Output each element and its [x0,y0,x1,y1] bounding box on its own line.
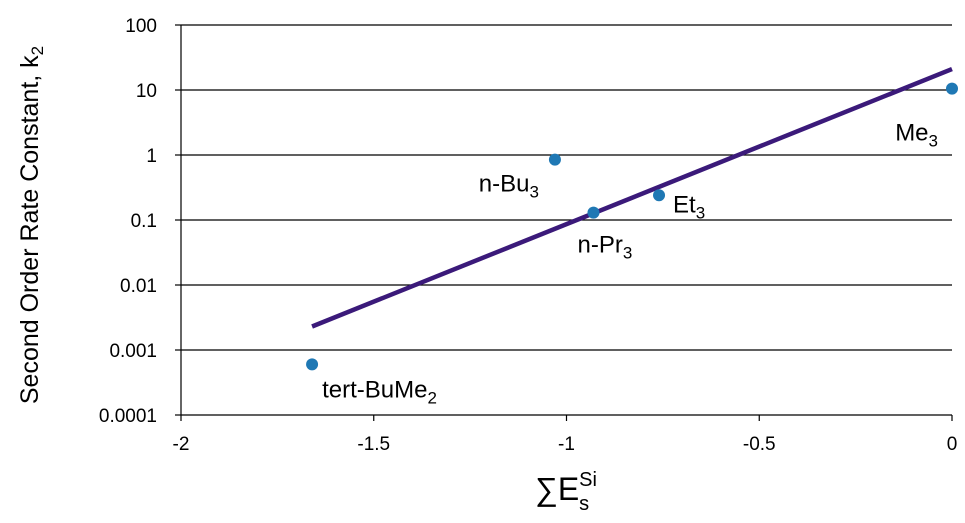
y-tick-label: 1 [146,146,157,167]
trendline [311,66,953,329]
y-tick-label: 0.001 [109,341,157,362]
gridlines [181,24,952,351]
data-point [548,153,561,166]
y-tick-label: 0.01 [120,276,157,297]
x-tick-label: -1.5 [357,434,390,455]
point-label: tert-BuMe2 [322,376,437,407]
x-tick-label: -0.5 [743,434,776,455]
data-points [306,82,958,371]
x-axis-title: ∑EsSi [535,469,597,515]
axes: 0.0001 0.001 0.01 0.1 1 10 100 -2 -1.5 -1 -0.5 0 [99,16,957,455]
trendline-group [311,66,953,329]
y-axis-title: Second Order Rate Constant, k2 [16,46,47,404]
axis-titles: Second Order Rate Constant, k2 ∑EsSi [16,46,597,515]
y-tick-label: 100 [125,16,157,37]
y-tick-label: 0.0001 [99,406,157,427]
data-point [946,82,958,95]
x-tick-label: 0 [947,434,958,455]
x-tick-label: -2 [173,434,190,455]
y-tick-label: 0.1 [131,211,157,232]
point-labels: tert-BuMe2 n-Bu3 n-Pr3 Et3 Me3 [322,120,938,408]
point-label: n-Pr3 [577,232,632,263]
y-tick-label: 10 [136,81,157,102]
point-label: n-Bu3 [479,171,539,202]
x-tick-label: -1 [558,434,575,455]
point-label: Me3 [895,120,938,151]
point-label: Et3 [673,191,705,222]
data-point [587,206,600,219]
data-point [653,189,666,202]
data-point [306,358,319,371]
